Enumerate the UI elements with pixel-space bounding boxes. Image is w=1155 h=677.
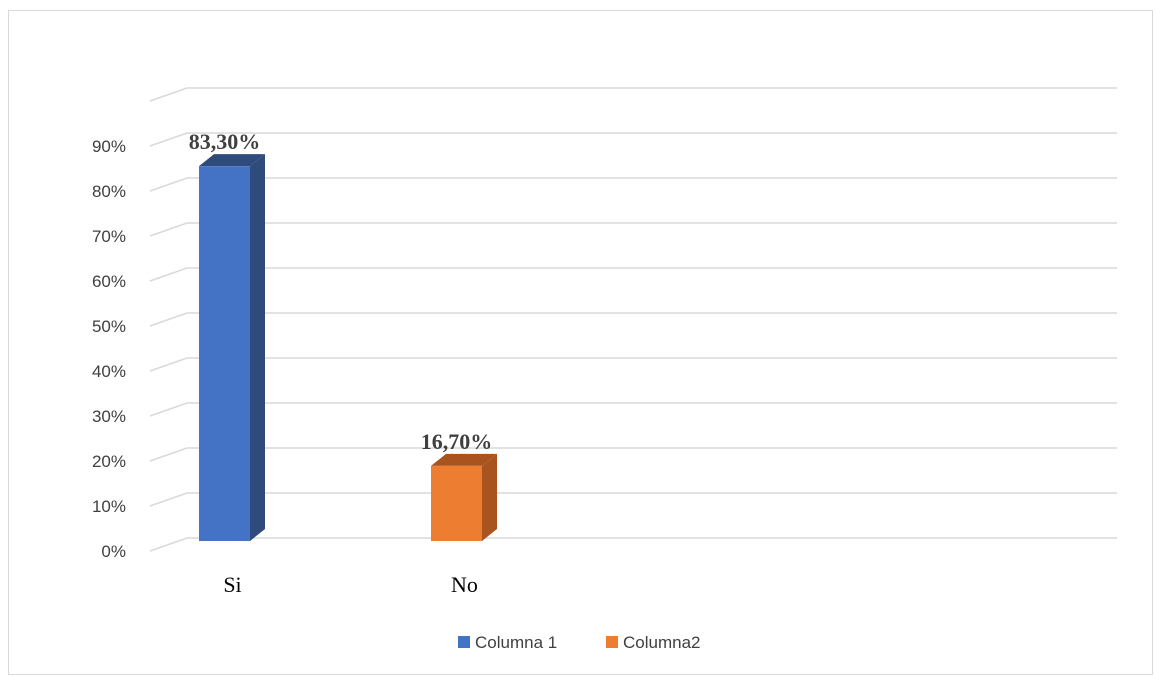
gridline xyxy=(149,87,1117,102)
y-axis-ticks: 0% 10% 20% 30% 40% 50% 60% 70% 80% 90% xyxy=(92,137,126,561)
data-label: 83,30% xyxy=(189,129,261,154)
x-axis-categories: Si No xyxy=(223,572,478,597)
gridline xyxy=(149,132,1117,147)
gridline xyxy=(149,357,1117,372)
legend-label: Columna2 xyxy=(623,633,701,652)
grid-layer xyxy=(149,87,1117,552)
y-tick-label: 10% xyxy=(92,497,126,516)
chart-frame xyxy=(8,10,1153,675)
y-tick-label: 30% xyxy=(92,407,126,426)
y-tick-label: 70% xyxy=(92,227,126,246)
legend-swatch xyxy=(458,636,470,648)
y-tick-label: 90% xyxy=(92,137,126,156)
y-tick-label: 40% xyxy=(92,362,126,381)
y-tick-label: 20% xyxy=(92,452,126,471)
bar-front-face xyxy=(199,166,250,541)
gridline xyxy=(149,402,1117,417)
gridline xyxy=(149,267,1117,282)
y-tick-label: 0% xyxy=(101,542,126,561)
y-tick-label: 80% xyxy=(92,182,126,201)
gridline xyxy=(149,537,1117,552)
y-tick-label: 50% xyxy=(92,317,126,336)
bar-side-face xyxy=(250,154,265,541)
bar-front-face xyxy=(431,465,482,541)
gridline xyxy=(149,447,1117,462)
legend-item: Columna2 xyxy=(606,633,701,652)
legend: Columna 1 Columna2 xyxy=(458,633,701,652)
gridline xyxy=(149,177,1117,192)
y-tick-label: 60% xyxy=(92,272,126,291)
data-label: 16,70% xyxy=(421,429,493,454)
gridline xyxy=(149,312,1117,327)
bars xyxy=(199,154,497,541)
legend-swatch xyxy=(606,636,618,648)
gridline xyxy=(149,222,1117,237)
legend-item: Columna 1 xyxy=(458,633,557,652)
bar-no xyxy=(431,453,497,541)
bar-si xyxy=(199,154,265,541)
x-category-label: No xyxy=(451,572,478,597)
x-category-label: Si xyxy=(223,572,241,597)
bar-side-face xyxy=(482,453,497,541)
bar-top-face xyxy=(431,453,497,466)
legend-label: Columna 1 xyxy=(475,633,557,652)
data-labels: 83,30% 16,70% xyxy=(189,129,493,454)
gridline xyxy=(149,492,1117,507)
bar-top-face xyxy=(199,154,265,167)
